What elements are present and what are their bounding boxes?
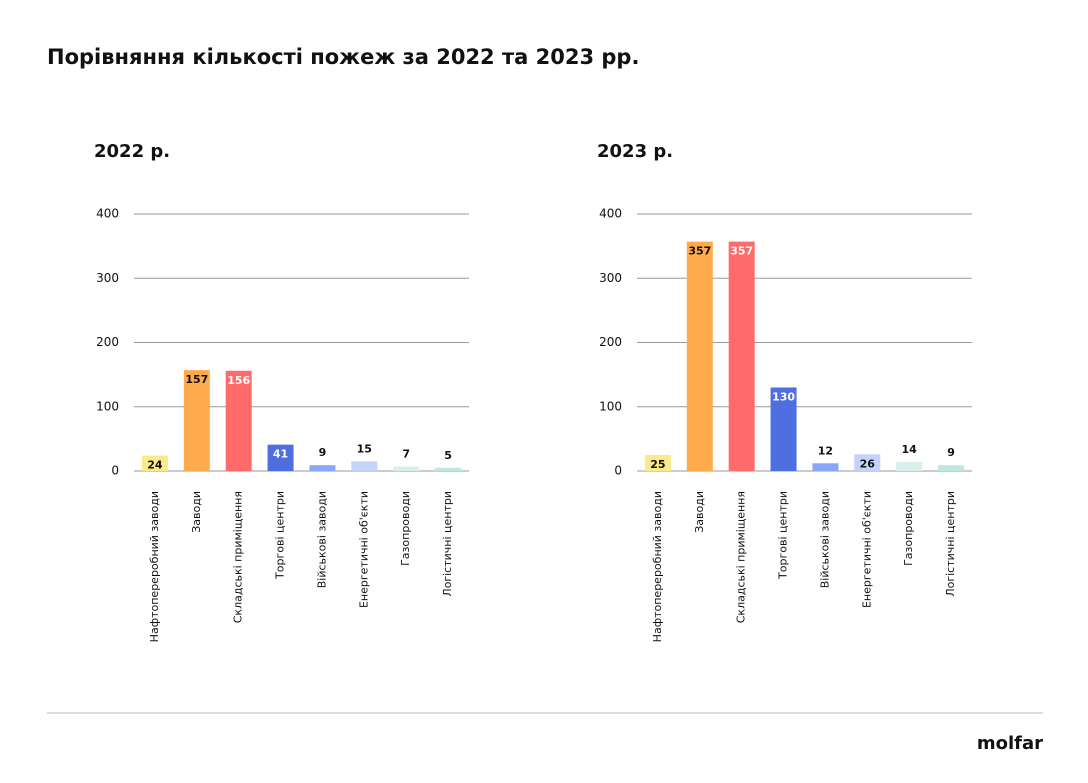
x-tick-label: Енергетичні об'єкти bbox=[357, 491, 370, 608]
x-tick-label: Військові заводи bbox=[315, 491, 328, 588]
bar bbox=[183, 370, 210, 471]
y-tick-label: 400 bbox=[96, 207, 119, 221]
bar bbox=[393, 466, 420, 471]
x-tick-label: Складські приміщення bbox=[232, 491, 245, 623]
bar bbox=[770, 387, 797, 471]
x-tick-label: Газопроводи bbox=[399, 491, 412, 566]
bar bbox=[938, 465, 965, 471]
page-title: Порівняння кількості пожеж за 2022 та 20… bbox=[47, 45, 639, 69]
data-label: 14 bbox=[902, 443, 918, 456]
bar bbox=[812, 463, 839, 471]
data-label: 157 bbox=[185, 373, 208, 386]
x-tick-label: Військові заводи bbox=[818, 491, 831, 588]
x-tick-label: Торгові центри bbox=[274, 491, 287, 580]
y-tick-label: 400 bbox=[599, 207, 622, 221]
bar bbox=[351, 461, 378, 471]
y-tick-label: 100 bbox=[599, 399, 622, 413]
data-label: 7 bbox=[402, 448, 410, 461]
bar bbox=[435, 467, 462, 471]
data-label: 15 bbox=[357, 442, 372, 455]
x-tick-label: Нафтопереробний заводи bbox=[651, 491, 664, 642]
bar bbox=[854, 454, 881, 471]
y-tick-label: 300 bbox=[96, 271, 119, 285]
bar bbox=[267, 444, 294, 471]
chart-title: 2022 р. bbox=[94, 141, 170, 162]
data-label: 9 bbox=[947, 446, 955, 459]
x-tick-label: Енергетичні об'єкти bbox=[860, 491, 873, 608]
x-tick-label: Заводи bbox=[190, 491, 203, 533]
data-label: 5 bbox=[444, 449, 452, 462]
bar bbox=[728, 241, 755, 471]
y-tick-label: 0 bbox=[111, 464, 119, 478]
x-tick-label: Газопроводи bbox=[902, 491, 915, 566]
x-tick-label: Нафтопереробний заводи bbox=[148, 491, 161, 642]
y-tick-label: 0 bbox=[614, 464, 622, 478]
bar bbox=[896, 462, 923, 471]
bar bbox=[141, 455, 168, 471]
chart-title: 2023 р. bbox=[597, 141, 673, 162]
bar bbox=[686, 241, 713, 471]
bar bbox=[225, 370, 252, 471]
y-tick-label: 100 bbox=[96, 399, 119, 413]
data-label: 26 bbox=[860, 457, 876, 470]
data-label: 25 bbox=[650, 458, 665, 471]
data-label: 12 bbox=[818, 444, 833, 457]
data-label: 357 bbox=[688, 245, 711, 258]
x-tick-label: Логістичні центри bbox=[944, 491, 957, 597]
data-label: 41 bbox=[273, 448, 288, 461]
y-tick-label: 200 bbox=[96, 335, 119, 349]
x-tick-label: Складські приміщення bbox=[735, 491, 748, 623]
bar bbox=[309, 465, 336, 471]
data-label: 357 bbox=[730, 245, 753, 258]
x-tick-label: Логістичні центри bbox=[441, 491, 454, 597]
y-tick-label: 200 bbox=[599, 335, 622, 349]
data-label: 156 bbox=[227, 374, 250, 387]
bar bbox=[644, 454, 671, 471]
data-label: 130 bbox=[772, 390, 795, 403]
data-label: 24 bbox=[147, 459, 163, 472]
y-tick-label: 300 bbox=[599, 271, 622, 285]
x-tick-label: Заводи bbox=[693, 491, 706, 533]
x-tick-label: Торгові центри bbox=[777, 491, 790, 580]
data-label: 9 bbox=[319, 446, 327, 459]
logo: molfar bbox=[977, 733, 1043, 754]
